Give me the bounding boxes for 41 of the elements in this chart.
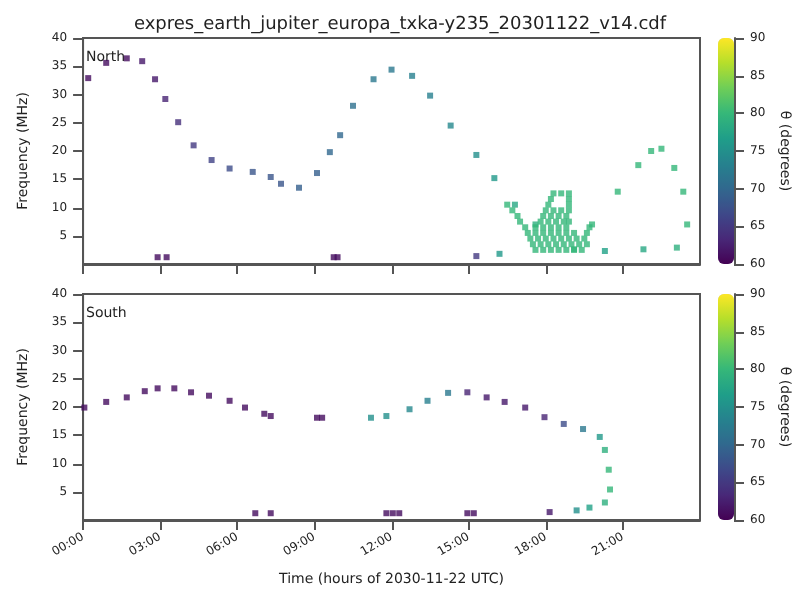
point <box>445 389 452 396</box>
point <box>206 392 213 399</box>
point <box>470 510 477 517</box>
point <box>154 385 161 392</box>
point <box>464 389 471 396</box>
point <box>81 404 88 411</box>
point <box>605 466 612 473</box>
point <box>242 404 249 411</box>
point <box>601 499 608 506</box>
point <box>586 504 593 511</box>
point <box>383 413 390 420</box>
point <box>103 398 110 405</box>
point <box>383 510 390 517</box>
point <box>522 404 529 411</box>
point <box>596 433 603 440</box>
point <box>560 420 567 427</box>
point <box>541 414 548 421</box>
point <box>123 394 130 401</box>
point <box>267 510 274 517</box>
point <box>367 414 374 421</box>
point <box>226 397 233 404</box>
point <box>424 397 431 404</box>
point <box>188 389 195 396</box>
point <box>396 510 403 517</box>
point <box>483 394 490 401</box>
point <box>464 510 471 517</box>
point <box>252 510 259 517</box>
point <box>267 413 274 420</box>
point <box>171 385 178 392</box>
point <box>501 398 508 405</box>
point <box>601 446 608 453</box>
point <box>607 486 614 493</box>
point <box>319 414 326 421</box>
point <box>141 388 148 395</box>
point <box>546 509 553 516</box>
point <box>573 507 580 514</box>
point <box>389 510 396 517</box>
point <box>261 410 268 417</box>
chart-title: expres_earth_jupiter_europa_txka-y235_20301122_v14.cdf <box>133 15 668 35</box>
point <box>580 426 587 433</box>
point <box>406 406 413 413</box>
